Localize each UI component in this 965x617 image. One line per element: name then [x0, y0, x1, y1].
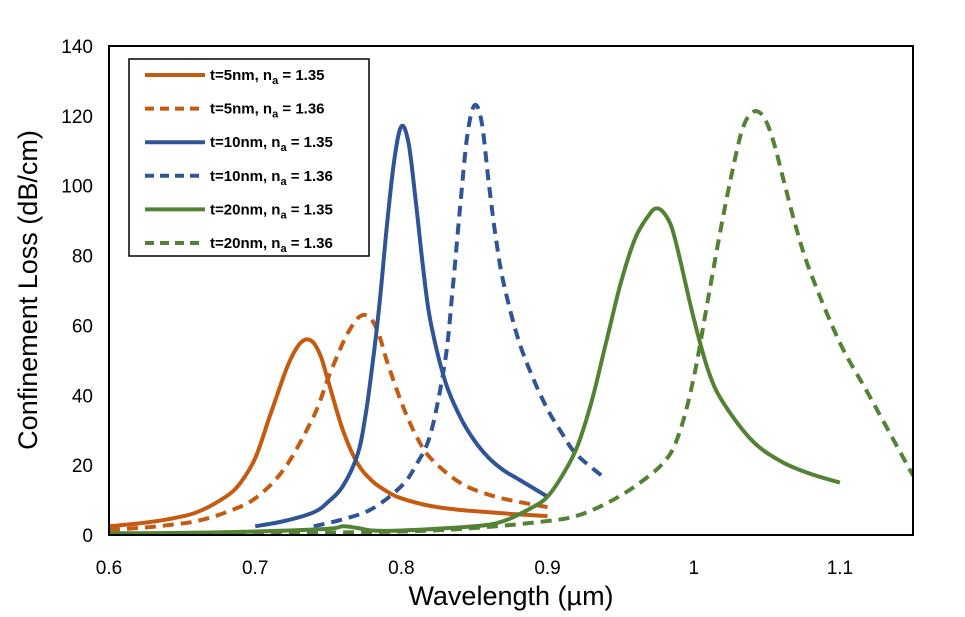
y-tick-label: 100	[61, 177, 93, 198]
legend-label-4: t=10nm, na = 1.36	[210, 168, 333, 188]
y-tick-label: 80	[72, 247, 93, 268]
x-tick-label: 1.1	[827, 558, 853, 579]
y-axis-title: Confinement Loss (dB/cm)	[13, 130, 43, 450]
series-line-4	[313, 102, 608, 529]
x-axis-ticks: 0.6 0.7 0.8 0.9 1 1.1	[96, 558, 853, 579]
y-tick-label: 140	[61, 37, 93, 58]
y-tick-label: 20	[72, 456, 93, 477]
series-line-5	[109, 206, 841, 535]
plot-frame	[108, 45, 914, 536]
y-axis-ticks: 0 20 40 60 80 100 120 140	[61, 37, 93, 547]
series-line-2	[109, 312, 548, 532]
x-axis-title: Wavelength (µm)	[408, 581, 613, 611]
series-line-1	[109, 337, 548, 529]
legend-label-1: t=5nm, na = 1.35	[210, 67, 325, 87]
x-tick-label: 0.8	[388, 558, 414, 579]
x-tick-label: 1	[688, 558, 699, 579]
x-tick-label: 0.7	[242, 558, 268, 579]
legend-box	[128, 58, 370, 257]
series-line-3	[254, 123, 549, 529]
legend-label-2: t=5nm, na = 1.36	[210, 101, 325, 121]
y-tick-label: 120	[61, 107, 93, 128]
x-tick-label: 0.6	[96, 558, 122, 579]
y-tick-label: 0	[82, 526, 93, 547]
legend: t=5nm, na = 1.35 t=5nm, na = 1.36 t=10nm, …	[128, 58, 370, 257]
y-tick-label: 40	[72, 386, 93, 407]
legend-label-5: t=20nm, na = 1.35	[210, 201, 333, 221]
legend-label-3: t=10nm, na = 1.35	[210, 134, 333, 154]
x-tick-label: 0.9	[534, 558, 560, 579]
y-tick-label: 60	[72, 316, 93, 337]
plot-lines	[109, 102, 913, 535]
series-line-6	[109, 109, 913, 535]
legend-label-6: t=20nm, na = 1.36	[210, 235, 333, 255]
